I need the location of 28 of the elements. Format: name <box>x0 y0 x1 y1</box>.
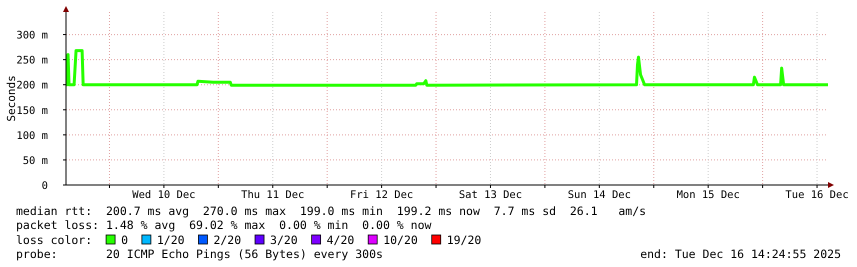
legend-label: 4/20 <box>326 233 354 247</box>
text: probe: 20 ICMP Echo Pings (56 Bytes) every 300s <box>16 247 383 261</box>
y-tick-label: 100 m <box>16 130 48 142</box>
text: median rtt: 200.7 ms avg 270.0 ms max 199.0 ms min 199.2 ms now 7.7 ms sd 26.1 am/s <box>16 204 646 218</box>
legend-label: 2/20 <box>213 233 242 247</box>
x-tick-label: Thu 11 Dec <box>241 189 304 201</box>
x-tick-label: Wed 10 Dec <box>132 189 196 201</box>
legend-label: 19/20 <box>446 233 482 247</box>
y-tick-label: 0 <box>42 180 48 192</box>
y-axis-title: Seconds <box>5 75 18 122</box>
legend-title: loss color: <box>16 233 92 247</box>
y-tick-label: 200 m <box>16 80 48 92</box>
x-tick-label: Mon 15 Dec <box>676 189 740 201</box>
legend-label: 0 <box>121 233 128 247</box>
y-tick-label: 150 m <box>16 104 48 117</box>
y-tick-label: 250 m <box>16 54 48 67</box>
legend-label: 10/20 <box>383 233 418 247</box>
y-tick-label: 50 m <box>22 154 48 167</box>
text: end: Tue Dec 16 14:24:55 2025 <box>640 247 841 261</box>
line-series <box>64 49 830 87</box>
x-tick-label: Fri 12 Dec <box>350 189 414 201</box>
x-tick-label: Sun 14 Dec <box>568 189 631 201</box>
legend-label: 1/20 <box>156 233 185 247</box>
x-tick-label: Tue 16 Dec <box>785 189 849 201</box>
text: packet loss: 1.48 % avg 69.02 % max 0.00 % min 0.00 % now <box>16 218 432 232</box>
legend-label: 3/20 <box>270 233 298 247</box>
x-tick-label: Sat 13 Dec <box>458 189 522 201</box>
y-tick-label: 300 m <box>16 30 48 42</box>
